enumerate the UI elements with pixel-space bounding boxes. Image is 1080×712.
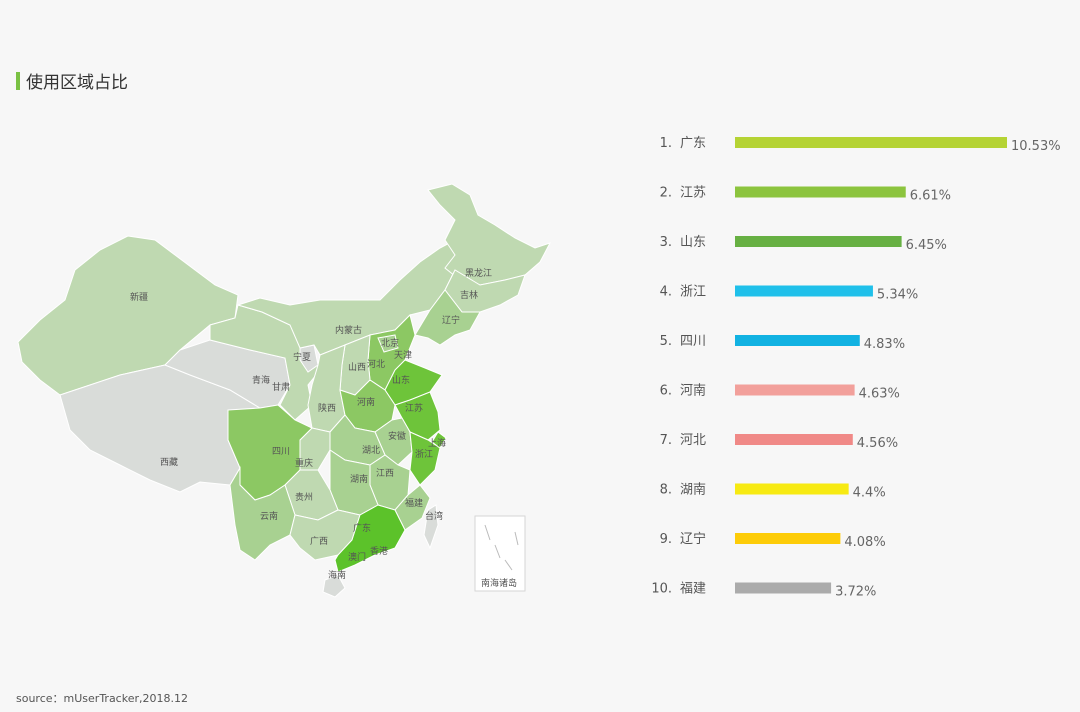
map-label-fujian: 福建 [405, 497, 423, 509]
map-label-hongkong: 香港 [370, 545, 388, 557]
bar [735, 384, 855, 396]
map-label-shanxi: 山西 [348, 362, 366, 373]
map-label-macau: 澳门 [348, 551, 366, 563]
rank-number: 5. [660, 334, 672, 349]
bar-value-label: 4.4% [853, 486, 886, 501]
bar [735, 582, 832, 594]
rank-number: 6. [660, 384, 672, 399]
map-label-beijing: 北京 [381, 337, 399, 349]
bar-category-label: 辽宁 [680, 531, 706, 547]
bar [735, 483, 849, 495]
rank-number: 7. [660, 433, 672, 448]
bar-category-label: 广东 [680, 136, 706, 151]
map-label-tianjin: 天津 [394, 350, 412, 361]
region-guangdong [334, 504, 406, 573]
map-label-chongqing: 重庆 [295, 457, 313, 469]
bar [735, 434, 853, 445]
bar [735, 137, 1007, 148]
region-hainan [322, 574, 346, 598]
map-label-henan: 河南 [357, 396, 375, 408]
rank-number: 10. [651, 582, 672, 597]
map-label-yunnan: 云南 [260, 510, 278, 522]
map-label-hainan: 海南 [328, 569, 346, 581]
bar-category-label: 浙江 [680, 285, 706, 300]
bar [735, 285, 873, 297]
map-label-shanghai: 上海 [428, 437, 446, 449]
bar [735, 186, 906, 198]
map-label-xinjiang: 新疆 [130, 291, 148, 303]
bar-value-label: 6.61% [910, 189, 951, 204]
map-label-nanhai: 南海诸岛 [481, 577, 517, 589]
map-label-jiangsu: 江苏 [405, 402, 423, 414]
map-label-ningxia: 宁夏 [293, 351, 311, 363]
bar-category-label: 湖南 [680, 482, 706, 498]
map-label-anhui: 安徽 [388, 430, 406, 442]
bar-value-label: 4.08% [844, 535, 885, 550]
chart-title: 使用区域占比 [26, 73, 128, 93]
map-label-hubei: 湖北 [362, 445, 380, 456]
region-beijing [377, 334, 399, 353]
map-label-zhejiang: 浙江 [415, 448, 433, 460]
map-label-guangxi: 广西 [310, 535, 328, 547]
nanhai-inset-box [474, 515, 526, 592]
rank-number: 3. [660, 235, 672, 250]
bar-category-label: 河南 [680, 383, 706, 399]
region-liaoning [414, 289, 481, 346]
map-label-hebei: 河北 [367, 358, 385, 370]
region-taiwan [423, 504, 439, 550]
bar [735, 335, 860, 346]
map-label-gansu: 甘肃 [272, 381, 290, 393]
ranking-chart: 1. 广东 10.53% 2. 江苏 6.61% 3. 山东 6.45% 4. 浙江 5.34% 5. 四… [640, 120, 1080, 620]
chart-title-wrap: 使用区域占比 [16, 68, 128, 93]
ranking-bars: 1. 广东 10.53% 2. 江苏 6.61% 3. 山东 6.45% 4. 浙江 5.34% 5. 四… [651, 136, 1061, 600]
map-label-jiangxi: 江西 [376, 468, 394, 479]
map-label-guangdong: 广东 [353, 522, 371, 534]
map-label-shaanxi: 陕西 [318, 402, 336, 414]
map-label-guizhou: 贵州 [295, 491, 313, 503]
map-label-hunan: 湖南 [350, 473, 368, 485]
map-label-liaoning: 辽宁 [442, 314, 460, 326]
rank-number: 9. [660, 532, 672, 547]
map-label-heilongjiang: 黑龙江 [465, 267, 492, 279]
bar [735, 236, 902, 247]
nanhai-inset-dashes [484, 524, 519, 571]
region-zhejiang [409, 431, 441, 486]
bar-category-label: 山东 [680, 235, 706, 250]
bar-category-label: 河北 [680, 433, 706, 448]
bar-value-label: 4.63% [859, 387, 900, 402]
bar-value-label: 4.56% [857, 436, 898, 451]
bar-category-label: 四川 [680, 334, 706, 349]
bar-value-label: 5.34% [877, 288, 918, 303]
bar-category-label: 福建 [680, 582, 706, 597]
bar-value-label: 6.45% [906, 238, 947, 253]
bar-category-label: 江苏 [680, 185, 706, 201]
map-label-shandong: 山东 [392, 374, 410, 386]
map-label-jilin: 吉林 [460, 289, 478, 301]
map-label-taiwan: 台湾 [425, 510, 443, 522]
map-label-sichuan: 四川 [272, 447, 290, 457]
bar [735, 533, 841, 544]
rank-number: 2. [660, 186, 672, 201]
bar-value-label: 4.83% [864, 337, 905, 352]
bar-value-label: 10.53% [1011, 139, 1061, 154]
rank-number: 4. [660, 285, 672, 300]
title-accent-bar [16, 71, 20, 90]
rank-number: 8. [660, 483, 672, 498]
map-label-xizang: 西藏 [160, 456, 178, 468]
map-label-neimenggu: 内蒙古 [335, 324, 362, 336]
rank-number: 1. [660, 136, 672, 151]
region-shanghai [431, 431, 447, 449]
bar-value-label: 3.72% [835, 585, 876, 600]
map-label-qinghai: 青海 [252, 374, 270, 386]
source-note: source：mUserTracker,2018.12 [16, 692, 188, 705]
